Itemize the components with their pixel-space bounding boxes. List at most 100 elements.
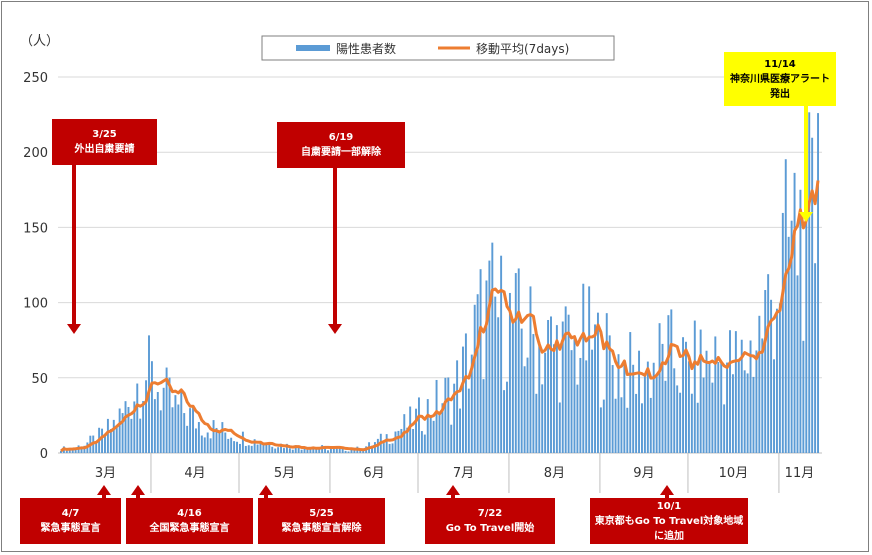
bar (285, 443, 288, 453)
bar (467, 388, 470, 453)
bar (230, 437, 233, 453)
bar (635, 393, 638, 453)
x-tick-label: 11月 (785, 466, 815, 481)
bar (814, 263, 817, 453)
bar (802, 340, 805, 453)
bar (538, 342, 541, 453)
annotation-text: 神奈川県医療アラート発出 (730, 73, 830, 100)
x-tick-label: 3月 (95, 466, 116, 481)
bar (104, 433, 106, 453)
bar (470, 354, 473, 453)
bar (441, 403, 444, 453)
bar (731, 374, 734, 453)
bar (661, 343, 664, 453)
bar (409, 406, 412, 453)
bar (74, 447, 77, 453)
bar (594, 324, 596, 453)
bar (294, 445, 297, 453)
bar (417, 397, 420, 453)
bar (168, 377, 171, 453)
bar (394, 431, 397, 453)
bar (112, 419, 115, 453)
bar (200, 435, 203, 453)
bar (253, 439, 256, 453)
bar (133, 401, 136, 453)
arrow-4-16-head (131, 485, 145, 495)
bar (435, 379, 438, 453)
bar (682, 337, 685, 453)
bar (241, 431, 244, 453)
bar (535, 393, 538, 453)
annotation-text: 東京都もGo To Travel対象地域に追加 (594, 515, 744, 542)
bar (711, 382, 714, 453)
bar (561, 321, 564, 453)
bar (262, 444, 265, 453)
bar (761, 338, 764, 453)
bar (371, 445, 373, 453)
bar (764, 290, 767, 453)
bar (306, 449, 309, 453)
bar (576, 384, 579, 453)
bar (145, 380, 148, 453)
bar (611, 365, 614, 453)
bar (726, 362, 729, 453)
bar (221, 422, 224, 453)
bar (526, 357, 529, 453)
annotation-text: Go To Travel開始 (445, 523, 535, 534)
bar (423, 434, 426, 453)
bar (529, 286, 532, 453)
bar (588, 286, 591, 453)
bar (591, 349, 594, 453)
bar (667, 315, 670, 453)
bar (693, 320, 696, 453)
bar (203, 437, 206, 453)
bar (743, 370, 746, 453)
bar (429, 417, 432, 453)
arrow-4-7-head (97, 485, 111, 495)
bar (737, 360, 740, 453)
bar (685, 341, 687, 453)
bar (596, 312, 599, 453)
annotation-4-7: 4/7 緊急事態宣言 (20, 498, 121, 544)
y-tick-label: 50 (31, 372, 48, 387)
bar (729, 330, 731, 453)
bar (479, 269, 482, 453)
bar (215, 427, 218, 453)
bar (327, 450, 329, 453)
bar (432, 420, 435, 453)
bar (271, 446, 274, 453)
bar (142, 401, 145, 453)
bar (359, 450, 362, 453)
bar (714, 336, 717, 453)
bar (770, 299, 773, 453)
bar (247, 445, 250, 453)
y-tick-label: 200 (23, 146, 48, 161)
bar (708, 363, 711, 453)
bar (805, 106, 808, 454)
bar (159, 410, 162, 453)
bar (353, 450, 356, 453)
bar (300, 449, 303, 453)
bar (297, 447, 300, 453)
bar (312, 447, 315, 453)
bar (482, 379, 485, 453)
bar (517, 268, 520, 453)
arrow-3-25-head (67, 324, 81, 334)
bar (687, 361, 690, 453)
arrow-5-25-head (259, 485, 273, 495)
bar (444, 377, 447, 453)
bar (274, 448, 277, 453)
bar (655, 375, 658, 453)
bar (646, 361, 649, 453)
bar (585, 360, 588, 453)
bar (494, 296, 497, 453)
bar (189, 408, 192, 453)
bar (171, 407, 174, 453)
bar (450, 424, 453, 453)
x-tick-label: 4月 (184, 466, 205, 481)
arrow-6-19-head (328, 324, 342, 334)
bar (115, 427, 118, 453)
legend-swatch-bar (296, 45, 330, 51)
bar (206, 432, 209, 453)
